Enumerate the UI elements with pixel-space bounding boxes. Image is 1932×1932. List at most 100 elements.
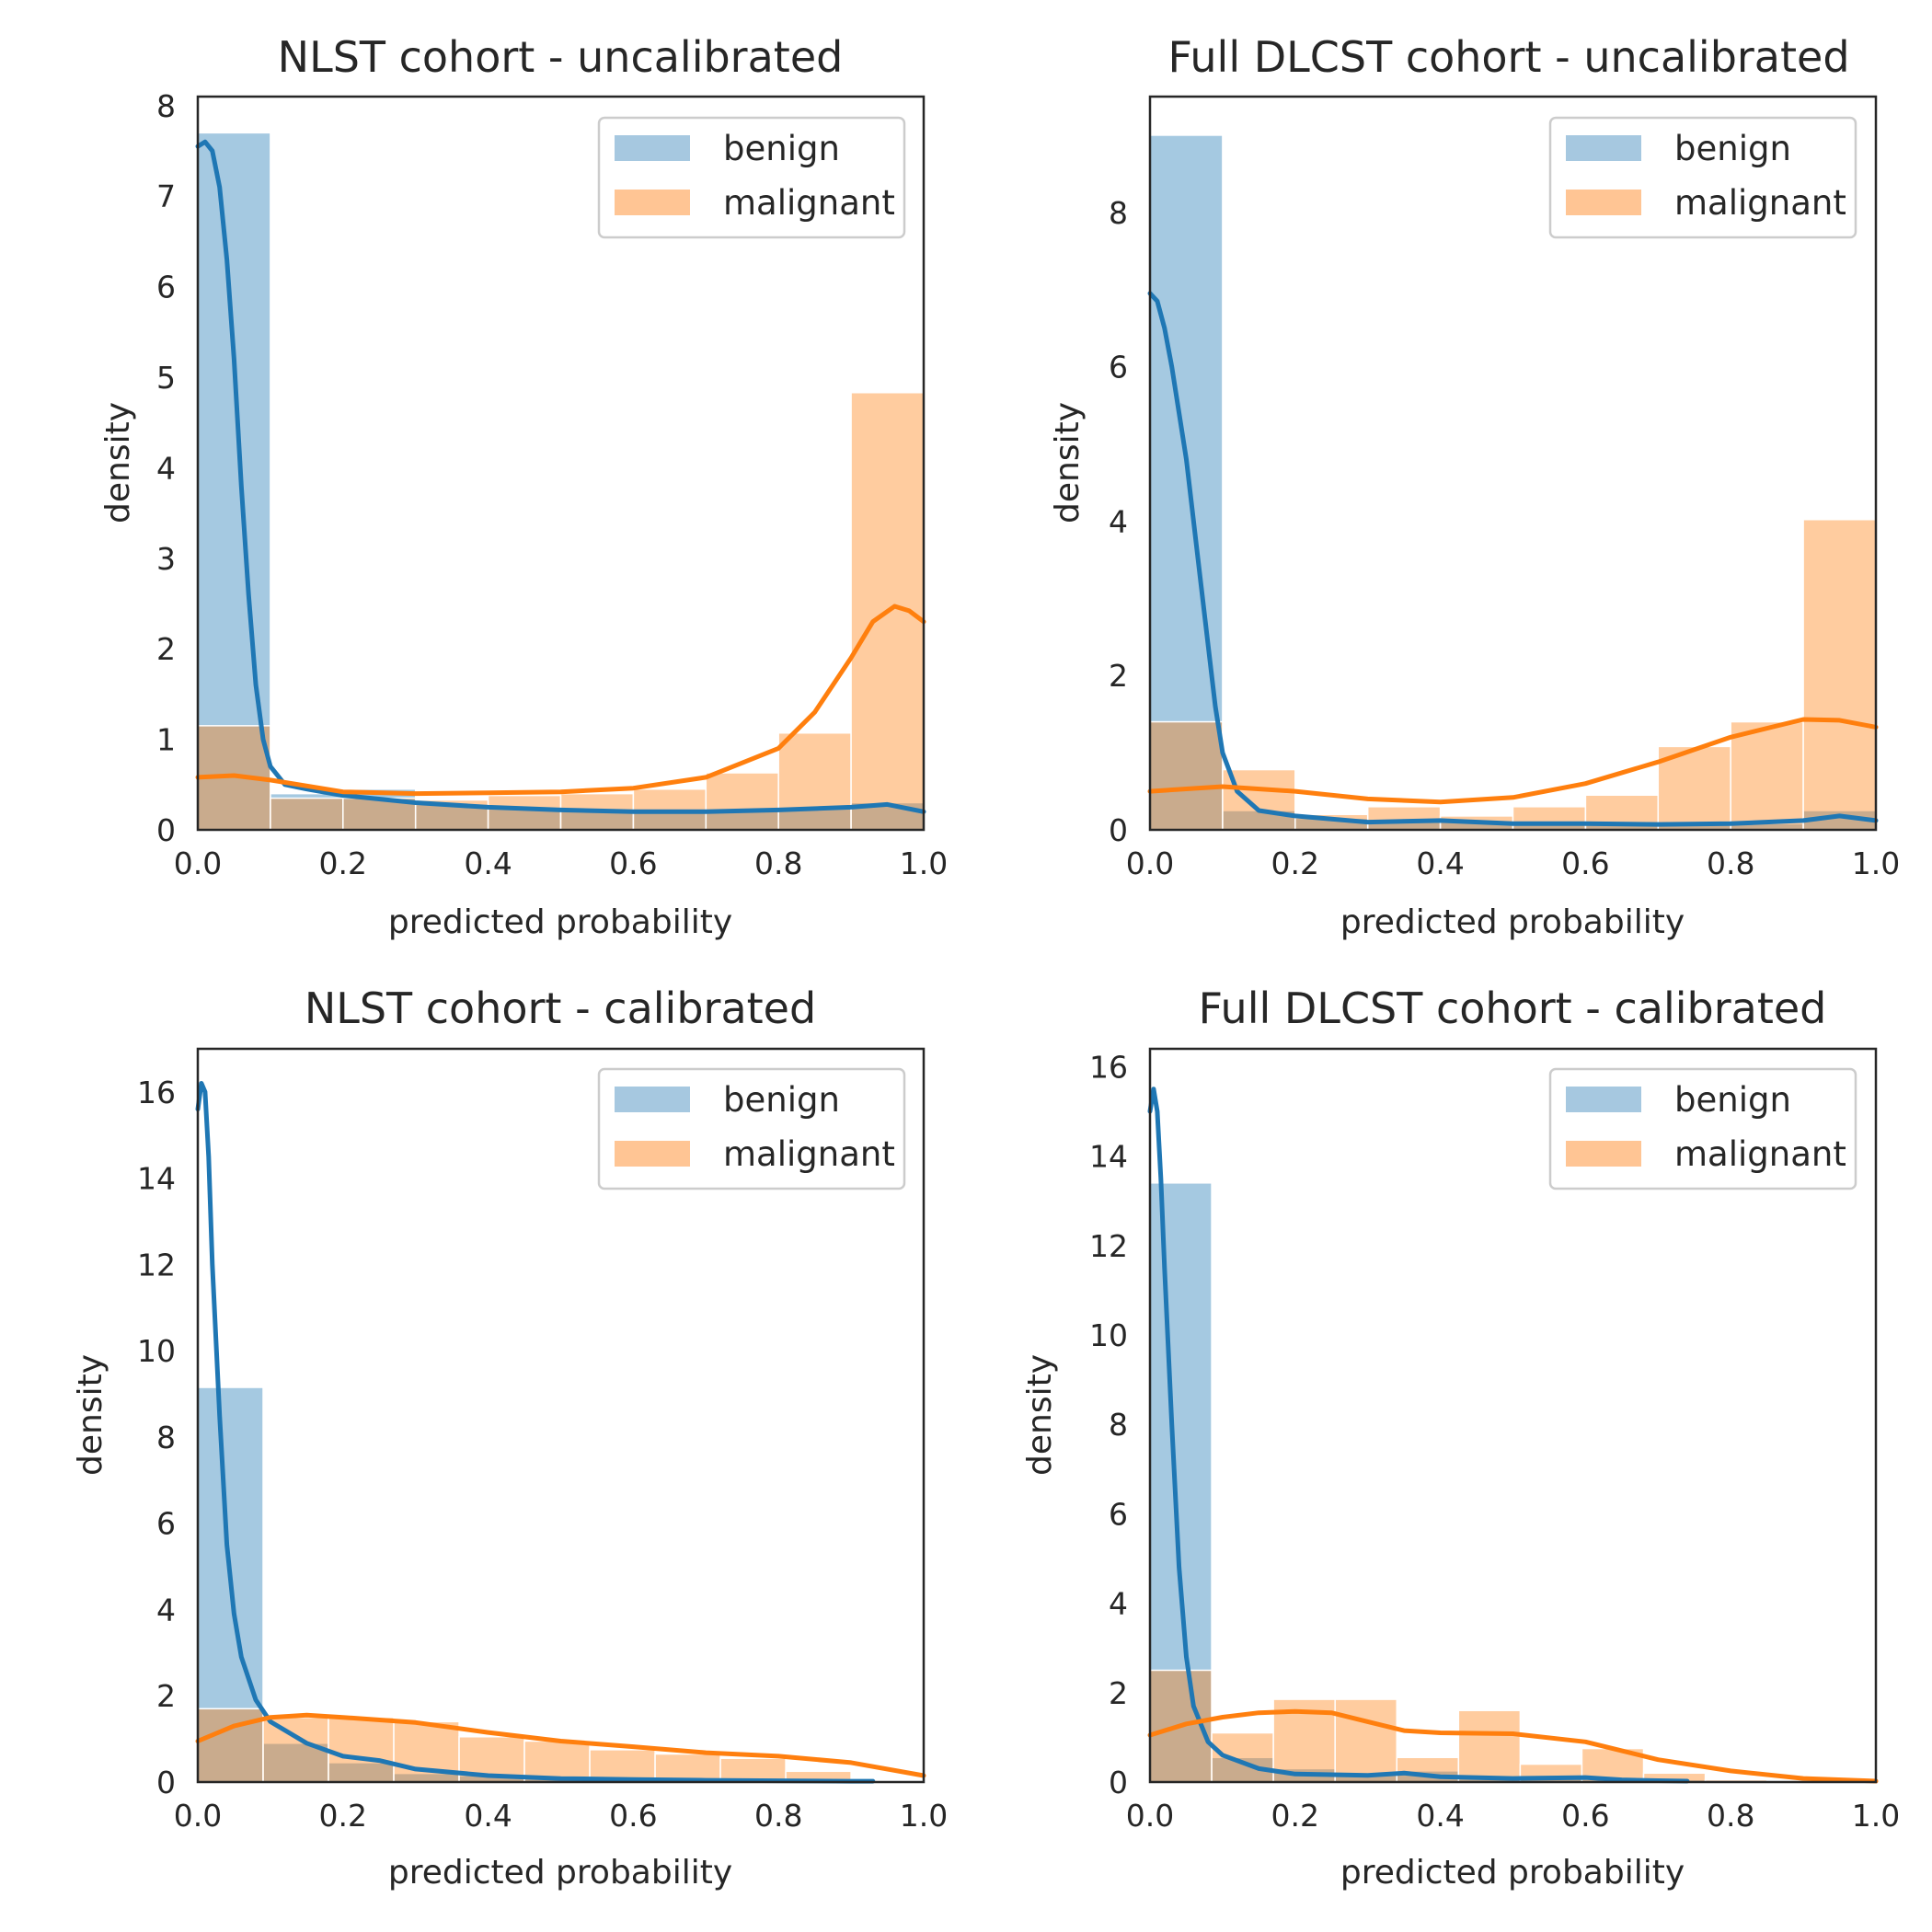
y-tick-label: 14 (137, 1161, 176, 1197)
y-tick-label: 0 (1109, 1765, 1128, 1800)
x-tick-label: 1.0 (900, 845, 948, 881)
benign-histogram-bar (1149, 1182, 1213, 1783)
x-axis-label: predicted probability (388, 903, 732, 941)
y-tick-label: 2 (156, 631, 176, 667)
x-tick-label: 1.0 (900, 1798, 948, 1834)
malignant-histogram-bar (1149, 720, 1224, 831)
y-tick-label: 4 (1109, 503, 1128, 539)
x-tick-label: 0.4 (464, 1798, 512, 1834)
panel-title: NLST cohort - calibrated (305, 983, 816, 1033)
panel-dlcst-calibrated: Full DLCST cohort - calibrated 0.0 0.2 0.4… (1021, 983, 1900, 1892)
malignant-histogram-bar (270, 797, 344, 831)
histogram-bars (1149, 134, 1877, 831)
malignant-density-curve (195, 604, 926, 797)
density-curves (1147, 1087, 1879, 1784)
histogram-bars (1149, 1182, 1768, 1783)
y-axis-ticks: 0 2 4 6 8 (1109, 195, 1128, 848)
malignant-histogram-bar (1457, 1709, 1522, 1783)
malignant-histogram-bar (1512, 806, 1587, 831)
panel-title: Full DLCST cohort - uncalibrated (1167, 32, 1849, 82)
histogram-bars (197, 1386, 852, 1783)
malignant-density-curve (1147, 1708, 1879, 1784)
y-tick-label: 1 (156, 722, 176, 758)
panel-title: Full DLCST cohort - calibrated (1199, 983, 1827, 1033)
x-tick-label: 0.6 (1561, 845, 1609, 881)
x-tick-label: 0.2 (1271, 845, 1319, 881)
malignant-histogram-bar (328, 1716, 395, 1783)
legend-label-benign: benign (723, 129, 840, 168)
legend-label-malignant: malignant (1674, 1134, 1846, 1174)
panel-title: NLST cohort - uncalibrated (278, 32, 844, 82)
legend-swatch-malignant (1566, 1141, 1641, 1167)
y-tick-label: 10 (1089, 1317, 1128, 1353)
x-tick-label: 0.4 (1416, 845, 1464, 881)
x-tick-label: 0.0 (174, 1798, 222, 1834)
y-tick-label: 0 (156, 1765, 176, 1800)
legend: benign malignant (597, 116, 906, 239)
y-axis-label: density (1021, 1354, 1059, 1476)
legend-label-benign: benign (1674, 129, 1791, 168)
plot-frame (1148, 95, 1878, 832)
x-tick-label: 1.0 (1852, 845, 1900, 881)
benign-density-curve (195, 1081, 876, 1784)
legend-swatch-benign (1566, 1087, 1641, 1112)
y-axis-label: density (99, 402, 137, 523)
x-tick-label: 0.6 (609, 1798, 657, 1834)
y-tick-label: 8 (1109, 195, 1128, 231)
x-axis-label: predicted probability (1340, 903, 1685, 941)
x-tick-label: 0.8 (754, 845, 802, 881)
legend-label-malignant: malignant (1674, 183, 1846, 223)
malignant-histogram-bar (1802, 518, 1877, 831)
x-axis-label: predicted probability (388, 1854, 732, 1892)
y-tick-label: 2 (1109, 658, 1128, 694)
y-tick-label: 4 (156, 450, 176, 486)
y-axis-ticks: 0 2 4 6 8 10 12 14 16 (1089, 1049, 1128, 1800)
malignant-histogram-bar (1334, 1698, 1398, 1783)
panel-dlcst-uncalibrated: Full DLCST cohort - uncalibrated 0.0 0.2 0… (1049, 32, 1900, 941)
y-tick-label: 6 (156, 1506, 176, 1542)
benign-histogram-bar (270, 792, 344, 831)
y-axis-ticks: 0 1 2 3 4 5 6 7 8 (156, 88, 176, 848)
malignant-histogram-bar (487, 794, 562, 831)
x-tick-label: 0.6 (1561, 1798, 1609, 1834)
x-tick-label: 0.2 (319, 845, 367, 881)
x-tick-label: 0.8 (1707, 845, 1754, 881)
y-tick-label: 2 (1109, 1675, 1128, 1711)
x-axis-ticks: 0.0 0.2 0.4 0.6 0.8 1.0 (174, 845, 948, 881)
legend-swatch-benign (1566, 135, 1641, 161)
y-axis-label: density (1049, 402, 1087, 523)
malignant-density-curve (1147, 717, 1879, 805)
density-curves (1147, 291, 1879, 827)
x-axis-ticks: 0.0 0.2 0.4 0.6 0.8 1.0 (174, 1798, 948, 1834)
x-axis-ticks: 0.0 0.2 0.4 0.6 0.8 1.0 (1126, 1798, 1900, 1834)
x-tick-label: 0.4 (464, 845, 512, 881)
y-tick-label: 6 (156, 270, 176, 305)
x-tick-label: 0.2 (319, 1798, 367, 1834)
density-curves (195, 139, 926, 814)
y-tick-label: 16 (1089, 1049, 1128, 1085)
plot-frame (196, 1047, 926, 1784)
y-tick-label: 4 (156, 1592, 176, 1627)
panel-nlst-calibrated: NLST cohort - calibrated 0.0 0.2 0.4 0.6 0.8… (72, 983, 948, 1892)
legend-label-benign: benign (723, 1080, 840, 1120)
y-tick-label: 5 (156, 360, 176, 396)
legend: benign malignant (1548, 116, 1857, 239)
x-tick-label: 0.6 (609, 845, 657, 881)
benign-density-curve (1147, 1087, 1690, 1784)
legend-label-malignant: malignant (723, 183, 895, 223)
malignant-histogram-bar (1730, 720, 1804, 831)
y-tick-label: 12 (137, 1247, 176, 1282)
legend-label-malignant: malignant (723, 1134, 895, 1174)
y-tick-label: 10 (137, 1333, 176, 1369)
x-tick-label: 0.0 (1126, 1798, 1174, 1834)
y-axis-label: density (72, 1354, 109, 1476)
y-tick-label: 0 (1109, 812, 1128, 848)
malignant-histogram-bar (1211, 1731, 1274, 1783)
y-tick-label: 8 (1109, 1407, 1128, 1443)
y-tick-label: 4 (1109, 1586, 1128, 1622)
y-tick-label: 2 (156, 1678, 176, 1714)
malignant-histogram-bar (1657, 745, 1731, 831)
legend-swatch-malignant (1566, 190, 1641, 215)
malignant-histogram-bar (1366, 806, 1442, 831)
legend-swatch-benign (615, 135, 690, 161)
